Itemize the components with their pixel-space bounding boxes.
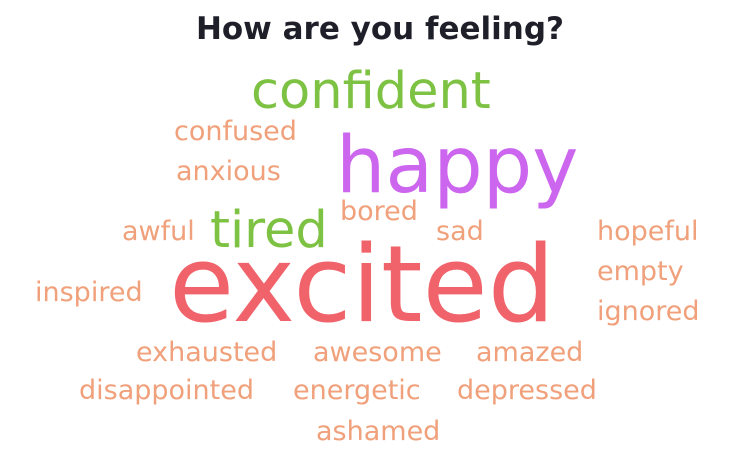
word-ignored: ignored	[597, 296, 700, 327]
page-title: How are you feeling?	[195, 11, 565, 47]
word-excited: excited	[169, 223, 556, 346]
word-awesome: awesome	[313, 337, 442, 368]
word-tired: tired	[210, 201, 328, 260]
word-sad: sad	[436, 216, 484, 247]
word-exhausted: exhausted	[136, 337, 278, 368]
word-energetic: energetic	[293, 375, 421, 406]
word-inspired: inspired	[35, 277, 143, 308]
word-amazed: amazed	[476, 337, 584, 368]
word-confused: confused	[174, 116, 297, 147]
word-confident: confident	[251, 62, 491, 121]
word-empty: empty	[597, 256, 684, 287]
word-bored: bored	[340, 196, 418, 227]
word-depressed: depressed	[457, 375, 597, 406]
word-disappointed: disappointed	[79, 375, 254, 406]
word-ashamed: ashamed	[316, 416, 441, 447]
word-happy: happy	[336, 121, 579, 211]
word-anxious: anxious	[176, 156, 281, 187]
word-awful: awful	[122, 216, 195, 247]
word-hopeful: hopeful	[597, 216, 699, 247]
